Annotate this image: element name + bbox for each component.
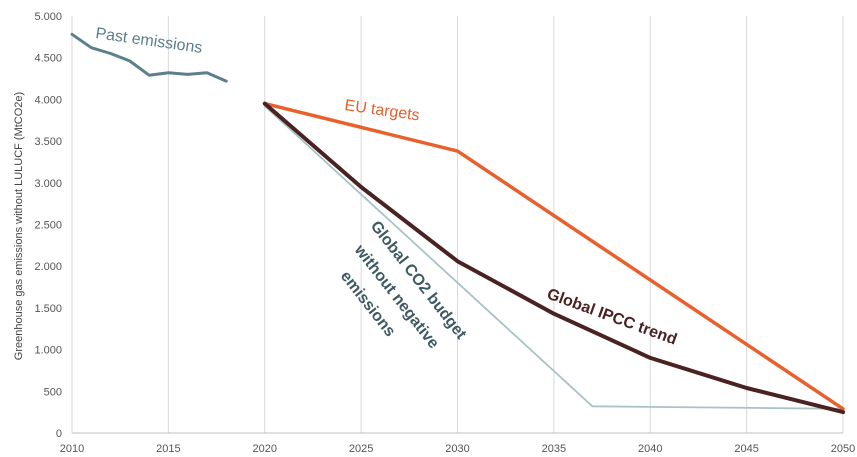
series-line-global-co2-budget-without-negative-emissions bbox=[263, 105, 844, 410]
vertical-gridlines bbox=[71, 16, 844, 433]
series-lines bbox=[70, 32, 845, 415]
y-tick-label: 1.500 bbox=[34, 303, 62, 315]
x-tick-label: 2010 bbox=[60, 443, 84, 455]
y-tick-label: 500 bbox=[44, 386, 62, 398]
y-tick-label: 2.500 bbox=[34, 220, 62, 232]
series-line-past-emissions bbox=[70, 32, 228, 83]
y-tick-label: 3.500 bbox=[34, 136, 62, 148]
y-tick-label: 4.000 bbox=[34, 94, 62, 106]
series-line-eu-targets bbox=[263, 101, 845, 411]
y-tick-labels: 0 500 1.000 1.500 2.000 2.500 3.000 3.500 4.000 4… bbox=[34, 11, 62, 440]
annotation-eu-targets: EU targets bbox=[343, 97, 420, 124]
x-tick-label: 2015 bbox=[156, 443, 180, 455]
x-tick-label: 2035 bbox=[542, 443, 566, 455]
x-tick-label: 2020 bbox=[253, 443, 277, 455]
x-tick-label: 2050 bbox=[831, 443, 855, 455]
x-tick-label: 2030 bbox=[445, 443, 469, 455]
y-axis-label: Greenhouse gas emissions without LULUCF … bbox=[13, 92, 25, 360]
series-line-global-ipcc-trend bbox=[262, 101, 845, 415]
x-tick-labels: 2010 2015 2020 2025 2030 2035 2040 2045 2050 bbox=[60, 443, 855, 455]
x-tick-label: 2040 bbox=[638, 443, 662, 455]
y-tick-label: 1.000 bbox=[34, 345, 62, 357]
y-tick-label: 4.500 bbox=[34, 53, 62, 65]
y-tick-label: 2.000 bbox=[34, 261, 62, 273]
y-tick-label: 3.000 bbox=[34, 178, 62, 190]
y-tick-label: 5.000 bbox=[34, 11, 62, 23]
x-tick-label: 2025 bbox=[349, 443, 373, 455]
y-tick-label: 0 bbox=[56, 428, 62, 440]
x-tick-label: 2045 bbox=[734, 443, 758, 455]
